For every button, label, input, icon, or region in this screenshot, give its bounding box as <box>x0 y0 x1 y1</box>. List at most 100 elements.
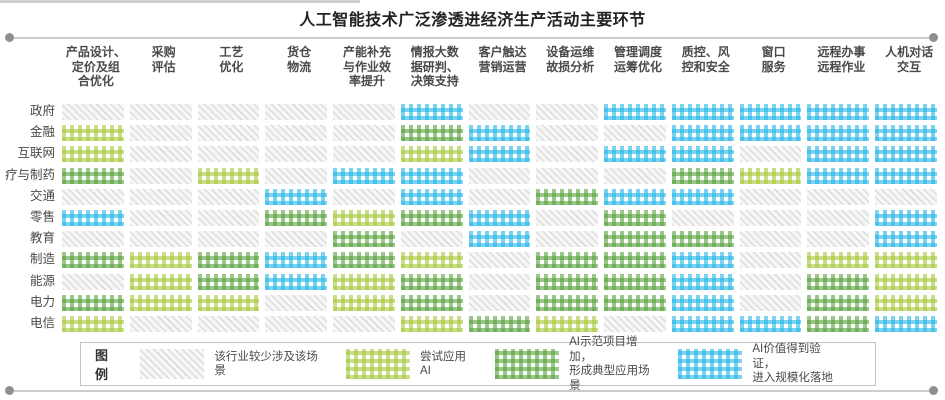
column-header-1: 产品设计、 定价及组 合优化 <box>65 45 126 88</box>
heatmap-cell <box>604 146 666 163</box>
heatmap-cell <box>333 167 395 184</box>
legend-item-scale: AI价值得到验证， 进入规模化落地 <box>678 342 839 386</box>
heatmap-cell <box>265 167 328 184</box>
heatmap-cell <box>739 315 802 332</box>
heatmap-cell <box>265 188 328 205</box>
row-label: 零售 <box>29 209 55 224</box>
heatmap-cell <box>468 252 531 269</box>
heatmap-cell <box>62 104 124 120</box>
column-header-6: 情报大数 据研判、 决策支持 <box>410 45 459 88</box>
heatmap-cell <box>468 104 531 120</box>
heatmap-cell <box>265 104 328 120</box>
heatmap-cell <box>807 125 870 142</box>
heatmap-cell <box>671 231 734 248</box>
column-header-5: 产能补充 与作业效 率提升 <box>342 45 391 88</box>
heatmap-cell <box>875 315 937 332</box>
heatmap-cell <box>807 104 870 120</box>
column-header-12: 远程办事 远程作业 <box>817 45 866 74</box>
heatmap-cell <box>62 188 124 205</box>
legend-swatch-demo <box>495 349 560 379</box>
heatmap-cell <box>400 188 463 205</box>
heatmap-cell <box>739 252 802 269</box>
heatmap-cell <box>536 125 599 142</box>
column-header-11: 窗口 服务 <box>761 45 786 74</box>
heatmap-cell <box>468 294 531 311</box>
heatmap-cell <box>739 209 802 226</box>
legend-swatch-try <box>345 349 410 379</box>
heatmap-cell <box>265 315 328 332</box>
heatmap-cell <box>671 104 734 120</box>
heatmap-cell <box>807 273 870 290</box>
heatmap-cell <box>536 146 599 163</box>
heatmap-cell <box>468 315 531 332</box>
heatmap-cell <box>62 209 124 226</box>
heatmap-cell <box>129 167 192 184</box>
column-header-7: 客户触达 营销运营 <box>478 45 527 74</box>
heatmap-cell <box>604 252 666 269</box>
heatmap-cell <box>671 315 734 332</box>
heatmap-cell <box>671 146 734 163</box>
heatmap-cell <box>333 252 395 269</box>
heatmap-cell <box>739 273 802 290</box>
heatmap-cell <box>197 294 260 311</box>
heatmap-row-7: 教育 <box>0 229 943 250</box>
heatmap-cell <box>671 252 734 269</box>
column-header-2: 采购 评估 <box>151 45 176 74</box>
bottom-left-end-dot <box>5 386 14 395</box>
heatmap-cell <box>129 125 192 142</box>
heatmap-cell <box>739 146 802 163</box>
legend-item-demo: AI示范项目增加， 形成典型应用场景 <box>495 335 656 393</box>
heatmap-row-9: 能源 <box>0 272 943 293</box>
legend-text: AI示范项目增加， 形成典型应用场景 <box>569 336 650 392</box>
legend-title: 图例 <box>95 348 109 382</box>
heatmap-cell <box>604 315 666 332</box>
heatmap-cell <box>739 104 802 120</box>
heatmap-cell <box>739 188 802 205</box>
heatmap-cell <box>400 146 463 163</box>
heatmap-row-8: 制造 <box>0 250 943 271</box>
heatmap-cell <box>875 231 937 248</box>
heatmap-row-5: 交通 <box>0 187 943 208</box>
heatmap-cell <box>62 231 124 248</box>
heatmap-cell <box>671 125 734 142</box>
heatmap-cell <box>333 104 395 120</box>
column-headers: 产品设计、 定价及组 合优化 采购 评估 工艺 优化 货仓 物流 产能补充 与作业效 率… <box>62 45 943 89</box>
heatmap-cell <box>400 209 463 226</box>
heatmap-cell <box>739 231 802 248</box>
heatmap-cell <box>604 104 666 120</box>
heatmap-cell <box>333 315 395 332</box>
legend-swatch-none <box>140 349 205 379</box>
legend-item-try: 尝试应用AI <box>345 349 473 379</box>
heatmap-cell <box>807 231 870 248</box>
legend-items: 该行业较少涉及该场景 尝试应用AI AI示范项目增加， 形成典型应用场景 AI价值得到… <box>140 335 861 393</box>
column-header-3: 工艺 优化 <box>219 45 244 74</box>
heatmap-cell <box>807 252 870 269</box>
heatmap-cell <box>400 294 463 311</box>
heatmap-cell <box>604 209 666 226</box>
row-label: 电力 <box>29 294 55 309</box>
heatmap-cell <box>536 188 599 205</box>
heatmap-grid: 政府 金融 互联网 疗与制药 交通 零售 教育 制造 能源 电力 电信 <box>0 102 943 335</box>
heatmap-cell <box>265 252 328 269</box>
heatmap-row-2: 金融 <box>0 123 943 144</box>
heatmap-cell <box>536 104 599 120</box>
heatmap-cell <box>400 167 463 184</box>
heatmap-cell <box>129 104 192 120</box>
screenshot-edge-artifact <box>0 0 360 3</box>
heatmap-row-3: 互联网 <box>0 144 943 165</box>
heatmap-cell <box>197 167 260 184</box>
heatmap-cell <box>671 167 734 184</box>
heatmap-cell <box>807 188 870 205</box>
heatmap-cell <box>129 231 192 248</box>
heatmap-cell <box>197 188 260 205</box>
heatmap-cell <box>62 294 124 311</box>
heatmap-cell <box>468 273 531 290</box>
bottom-right-end-dot <box>929 386 938 395</box>
top-divider-line <box>14 37 929 39</box>
heatmap-cell <box>604 231 666 248</box>
heatmap-cell <box>129 209 192 226</box>
heatmap-cell <box>468 167 531 184</box>
heatmap-cell <box>197 104 260 120</box>
heatmap-cell <box>400 104 463 120</box>
